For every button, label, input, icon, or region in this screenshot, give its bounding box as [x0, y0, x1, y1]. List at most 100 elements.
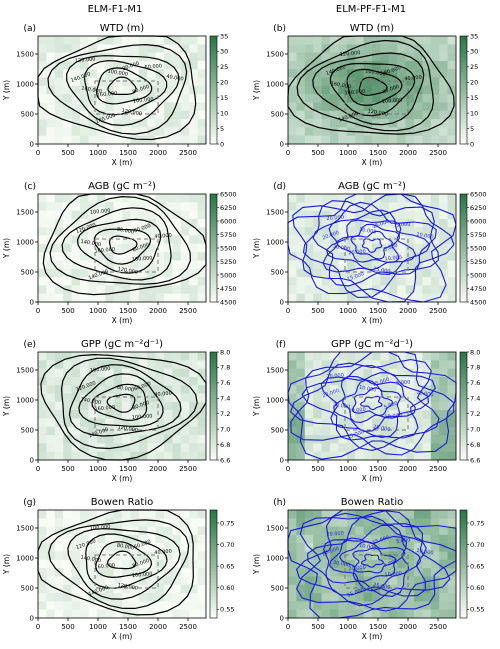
heatmap-cell — [105, 451, 114, 461]
heatmap-cell — [330, 609, 339, 619]
heatmap-cell — [46, 202, 56, 212]
heatmap-cell — [313, 235, 322, 245]
colorbar-segment — [460, 39, 467, 44]
heatmap-cell — [430, 543, 440, 552]
heatmap-cell — [405, 568, 415, 577]
heatmap-cell — [96, 127, 106, 137]
heatmap-cell — [288, 210, 297, 220]
heatmap-cell — [105, 443, 114, 453]
heatmap-cell — [96, 376, 106, 386]
colorbar-segment — [210, 75, 217, 80]
heatmap-cell — [80, 352, 89, 361]
heatmap-cell — [313, 451, 322, 461]
heatmap-cell — [180, 393, 190, 403]
colorbar-segment — [210, 549, 217, 554]
heatmap-cell — [155, 127, 165, 137]
heatmap-cell — [46, 576, 56, 586]
heatmap-cell — [346, 593, 356, 602]
heatmap-cell — [63, 393, 72, 403]
heatmap-cell — [397, 609, 406, 619]
heatmap-cell — [422, 435, 432, 444]
panel-label: (g) — [23, 498, 36, 508]
heatmap-cell — [296, 260, 306, 270]
heatmap-cell — [172, 85, 182, 95]
x-tick-label: 2000 — [149, 465, 167, 473]
panel-title: WTD (m) — [100, 23, 145, 34]
heatmap-cell — [321, 36, 331, 45]
heatmap-cell — [296, 277, 306, 286]
colorbar-segment — [460, 122, 467, 127]
y-axis-label: Y (m) — [2, 554, 11, 575]
heatmap-cell — [71, 260, 81, 270]
heatmap-cell — [388, 576, 398, 586]
heatmap-cell — [54, 584, 64, 594]
heatmap-cell — [172, 368, 182, 378]
heatmap-cell — [113, 393, 123, 403]
y-tick-label: 1500 — [266, 367, 284, 375]
heatmap-cell — [189, 102, 198, 112]
contour-line — [328, 535, 410, 592]
heatmap-cell — [430, 360, 440, 370]
colorbar-tick-label: 5750 — [470, 231, 487, 239]
heatmap-cell — [338, 393, 348, 403]
heatmap-cell — [54, 426, 64, 436]
heatmap-cell — [388, 252, 398, 261]
heatmap-cell — [105, 277, 114, 286]
heatmap-cell — [430, 559, 440, 569]
heatmap-cell — [330, 60, 339, 70]
heatmap-cell — [296, 418, 306, 428]
heatmap-cell — [138, 285, 148, 295]
heatmap-cell — [180, 526, 190, 536]
heatmap-cell — [430, 601, 440, 611]
heatmap-cell — [447, 352, 457, 361]
heatmap-cell — [197, 559, 207, 569]
colorbar-segment — [460, 574, 467, 579]
heatmap-cell — [197, 293, 207, 303]
heatmap-cell — [63, 385, 72, 394]
heatmap-cell — [296, 102, 306, 112]
heatmap-cell — [130, 443, 140, 453]
heatmap-cell — [288, 69, 297, 78]
heatmap-cell — [288, 235, 297, 245]
heatmap-cell — [430, 576, 440, 586]
colorbar-segment — [210, 578, 217, 583]
colorbar-segment — [460, 237, 467, 242]
heatmap-cell — [113, 194, 123, 203]
heatmap-cell — [180, 443, 190, 453]
heatmap-cell — [380, 526, 390, 536]
heatmap-cell — [105, 518, 114, 528]
heatmap-cell — [330, 559, 339, 569]
heatmap-cell — [130, 77, 140, 87]
heatmap-cell — [71, 135, 81, 145]
colorbar-segment — [460, 449, 467, 454]
heatmap-cell — [172, 559, 182, 569]
heatmap-cell — [38, 368, 47, 378]
heatmap-cell — [346, 268, 356, 278]
panel-title: WTD (m) — [350, 23, 395, 34]
heatmap-cell — [155, 443, 165, 453]
heatmap-cell — [330, 368, 339, 378]
heatmap-cell — [422, 518, 432, 528]
heatmap-cell — [397, 210, 406, 220]
heatmap-cell — [113, 376, 123, 386]
heatmap-cell — [180, 243, 190, 253]
heatmap-cell — [288, 551, 297, 561]
heatmap-cell — [439, 426, 448, 436]
heatmap-cell — [38, 252, 47, 261]
colorbar-segment — [210, 538, 217, 543]
contour-line — [78, 373, 164, 428]
heatmap-cell — [54, 376, 64, 386]
heatmap-cell — [88, 568, 98, 577]
heatmap-cell — [296, 110, 306, 120]
heatmap-cell — [296, 52, 306, 62]
heatmap-cell — [172, 401, 182, 411]
heatmap-cell — [113, 568, 123, 577]
heatmap-cell — [96, 102, 106, 112]
heatmap-cell — [113, 510, 123, 519]
heatmap-cell — [388, 443, 398, 453]
heatmap-cell — [313, 252, 322, 261]
heatmap-cells — [288, 194, 457, 303]
heatmap-cell — [189, 36, 198, 45]
heatmap-cell — [447, 418, 457, 428]
heatmap-cell — [189, 526, 198, 536]
